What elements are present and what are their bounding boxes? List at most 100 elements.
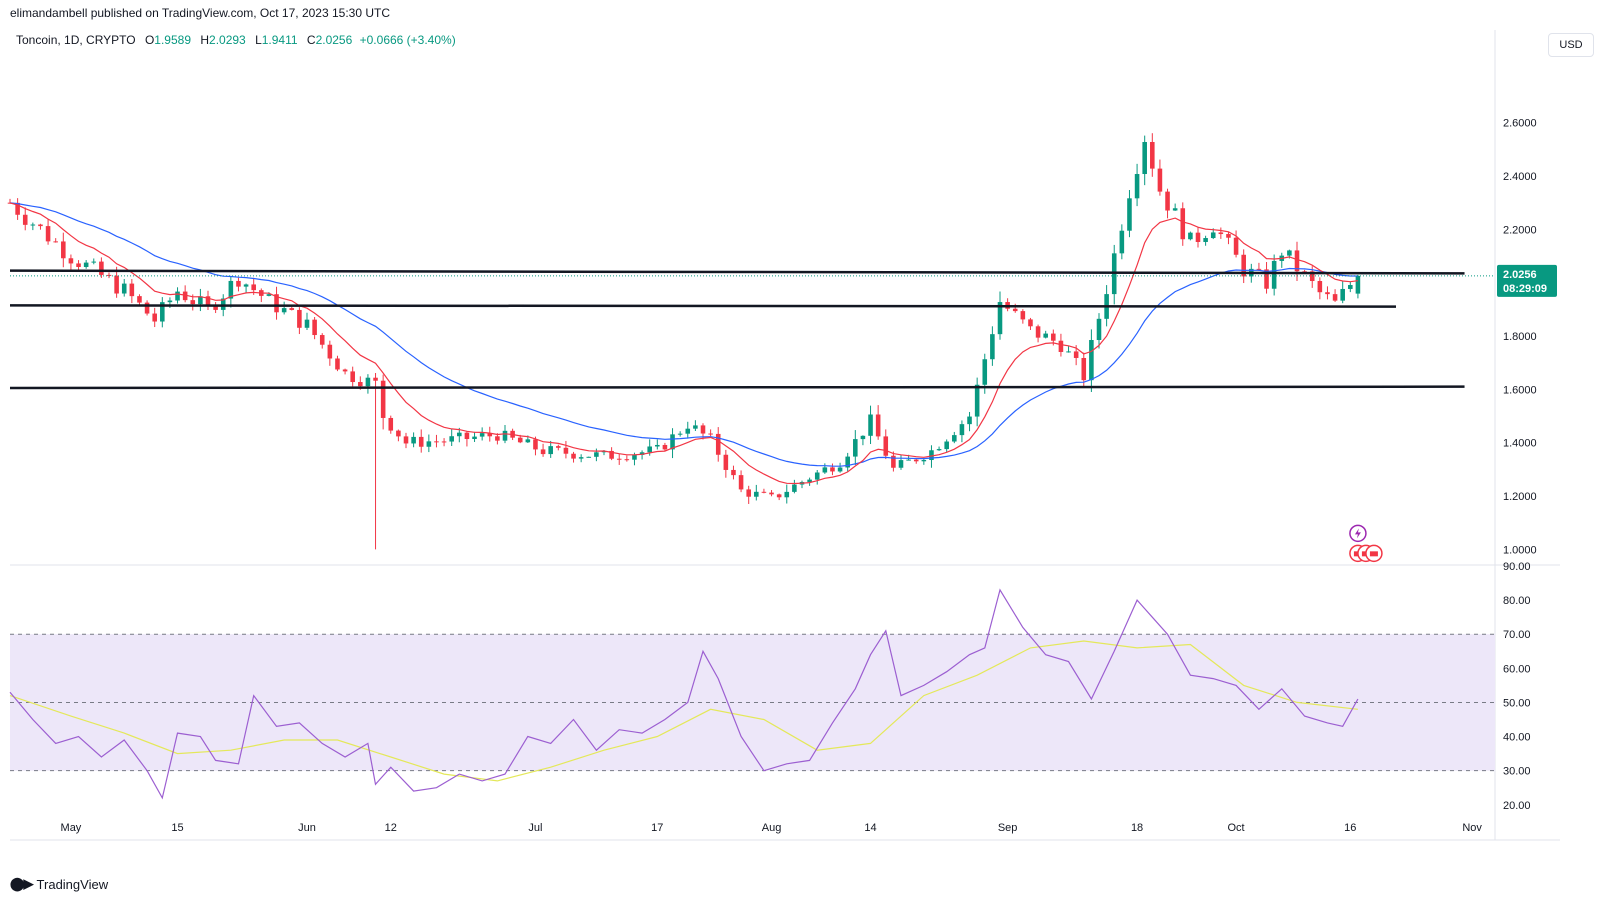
candle-body [137,296,142,303]
candle-body [236,280,241,287]
candle-body [853,439,858,457]
candle-body [457,432,462,437]
candle-body [578,457,584,459]
candle-body [228,280,234,299]
candle-body [1271,260,1277,289]
candle-body [822,467,828,473]
candle-body [30,224,36,226]
candle-body [53,241,58,243]
candle-body [921,460,927,462]
candle-body [15,202,20,215]
candle-body [388,417,394,431]
support-resistance-line [9,385,1465,390]
brand-label: TradingView [36,876,109,892]
candle-body [1096,318,1102,340]
candle-body [693,425,698,429]
candle-body [929,450,934,461]
rsi-tick-label: 40.00 [1503,732,1531,744]
candle-body [517,437,523,443]
candle-body [312,319,317,336]
open-value: 1.9589 [154,33,191,47]
candle-body [548,446,553,455]
candle-body [1203,238,1208,242]
rsi-line [9,588,1359,800]
candle-body [61,241,66,259]
candle-body [731,469,736,476]
rsi-tick-label: 50.00 [1503,697,1531,709]
candle-body [715,433,721,455]
last-price-tag [1497,264,1557,297]
candle-body [449,436,454,442]
time-tick-label: Jun [298,822,316,834]
candle-body [266,294,272,296]
candle-body [365,377,371,387]
candle-body [647,446,652,453]
candle-body [380,380,386,418]
candle-body [1142,141,1147,175]
candle-body [144,302,150,314]
candle-body [540,449,546,455]
candle-body [990,334,995,360]
candle-body [76,263,81,267]
rsi-tick-label: 20.00 [1503,800,1531,812]
candle-body [708,433,713,435]
time-tick-label: 14 [864,822,876,834]
candle-body [1256,268,1262,270]
price-tick-label: 1.6000 [1503,384,1537,396]
candle-body [220,298,226,310]
low-label: L [255,33,262,47]
candle-body [464,432,470,440]
candle-body [373,377,378,381]
candle-body [974,384,980,417]
tradingview-brand: ⬤▶ TradingView [10,876,108,892]
candle-body [952,435,957,442]
candle-body [1081,357,1087,381]
close-label: C [306,33,316,47]
candle-body [327,344,333,359]
rsi-tick-label: 90.00 [1503,561,1531,573]
candle-body [898,460,904,468]
rsi-tick-label: 30.00 [1503,766,1531,778]
candle-body [997,302,1003,335]
rsi-tick-label: 80.00 [1503,595,1531,607]
candle-body [441,441,447,443]
candle-body [251,284,256,291]
candle-body [769,492,774,495]
candle-body [426,441,432,447]
candle-body [906,459,911,461]
ema-fast-line [9,202,1358,485]
candle-body [1012,308,1018,312]
candle-body [22,214,28,225]
candle-body [868,414,873,436]
candle-body [860,435,866,440]
candle-body [723,454,729,470]
candle-body [1241,254,1246,277]
candle-body [175,291,180,301]
candle-body [601,450,607,453]
candle-body [243,284,249,287]
candle-body [114,275,119,294]
currency-button[interactable]: USD [1548,33,1594,57]
candle-body [632,454,637,460]
candle-body [1325,292,1330,295]
candle-body [213,304,218,310]
last-price-tag-value: 2.0256 [1503,269,1537,281]
candle-body [418,436,424,447]
candle-body [662,444,668,450]
price-tick-label: 1.0000 [1503,544,1537,556]
candle-body [289,308,295,310]
candle-body [586,456,592,458]
candle-body [99,261,104,275]
price-tick-label: 1.8000 [1503,331,1537,343]
candle-body [1157,168,1163,192]
candle-body [875,414,881,437]
candle-body [495,436,500,441]
flag-stripes [1369,551,1378,557]
candle-body [45,226,51,242]
candle-body [1073,351,1079,358]
time-tick-label: 17 [651,822,663,834]
candle-body [160,302,165,322]
candle-body [1294,250,1300,272]
candle-body [655,444,660,447]
